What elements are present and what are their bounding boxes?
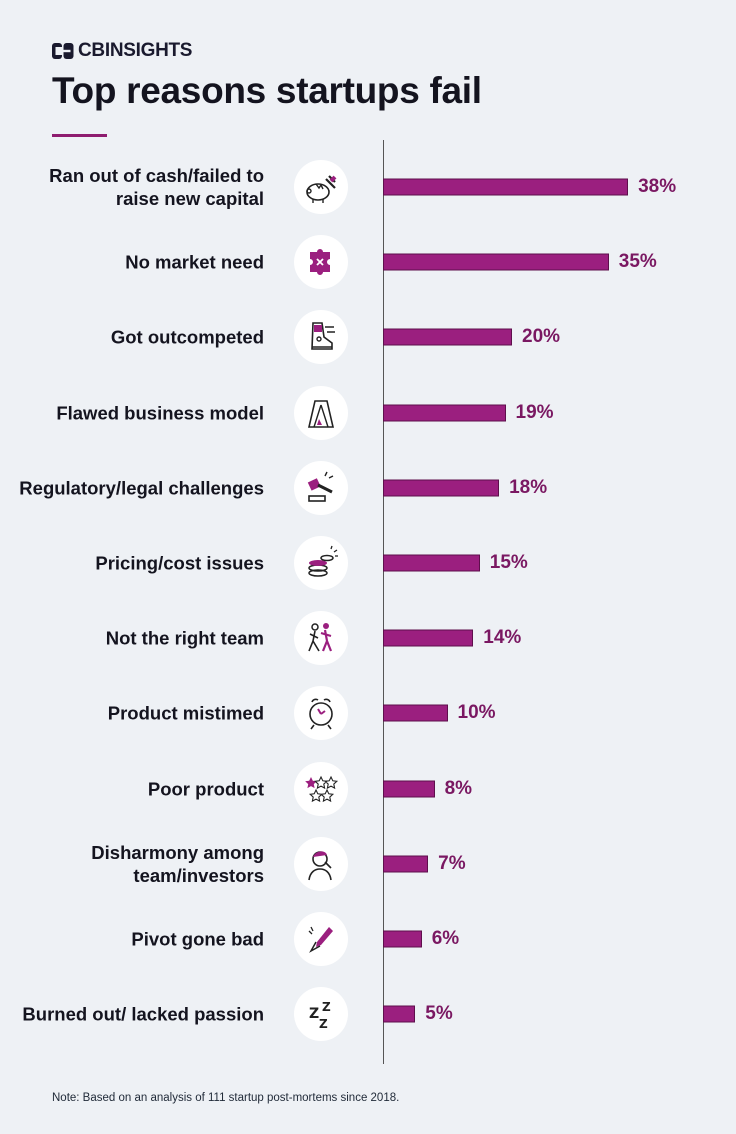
- value-label: 5%: [425, 1003, 453, 1025]
- category-label: No market need: [125, 251, 264, 273]
- svg-text:Z: Z: [319, 1017, 328, 1031]
- category-label: Product mistimed: [107, 702, 264, 724]
- category-label: Regulatory/legal challenges: [19, 477, 264, 499]
- category-label: Got outcompeted: [110, 326, 264, 348]
- value-label: 7%: [438, 852, 466, 874]
- bar: [383, 629, 474, 647]
- category-label: Not the right team: [105, 627, 264, 649]
- bar: [383, 780, 435, 798]
- bar: [383, 930, 422, 948]
- category-label: Ran out of cash/failed to raise new capi…: [49, 165, 264, 209]
- svg-text:Z: Z: [322, 1000, 331, 1014]
- alarm-clock-icon: [294, 686, 348, 741]
- value-label: 8%: [444, 777, 473, 799]
- value-label: 19%: [515, 401, 554, 423]
- bar: [383, 178, 629, 196]
- people-collision-icon: [294, 611, 348, 666]
- star-rating-icon: [294, 761, 348, 816]
- bar: [383, 404, 506, 422]
- category-label: Pricing/cost issues: [95, 552, 264, 574]
- value-label: 35%: [618, 251, 657, 273]
- value-label: 20%: [522, 326, 561, 348]
- value-label: 14%: [483, 627, 522, 649]
- gavel-icon: [294, 460, 348, 515]
- coin-stack-icon: [294, 536, 348, 590]
- svg-text:Z: Z: [309, 1006, 319, 1022]
- brand-logo: CBINSIGHTS: [52, 40, 192, 62]
- bar: [383, 1005, 416, 1023]
- bar: [383, 479, 500, 497]
- value-label: 15%: [489, 552, 528, 573]
- chart-title: Top reasons startups fail: [52, 70, 482, 111]
- value-label: 18%: [509, 476, 548, 498]
- bar: [383, 704, 448, 722]
- running-shoe-icon: [294, 310, 348, 365]
- frustrated-person-icon: [294, 836, 348, 891]
- bar: [383, 328, 512, 346]
- cb-logo-icon: [52, 43, 74, 59]
- bar: [383, 253, 609, 271]
- category-label: Burned out/ lacked passion: [22, 1003, 264, 1025]
- puzzle-piece-icon: [294, 235, 348, 290]
- brand-name: CBINSIGHTS: [78, 40, 193, 61]
- title-underline: [52, 134, 107, 137]
- broken-piggy-bank-icon: [294, 160, 348, 214]
- house-of-cards-icon: [294, 385, 348, 440]
- chart-axis: [383, 140, 384, 1064]
- category-label: Disharmony among team/investors: [91, 841, 264, 886]
- value-label: 10%: [457, 702, 496, 724]
- value-label: 6%: [431, 928, 460, 949]
- footnote: Note: Based on an analysis of 111 startu…: [52, 1092, 400, 1104]
- bar: [383, 855, 429, 873]
- category-label: Poor product: [147, 778, 264, 800]
- category-label: Flawed business model: [56, 402, 264, 424]
- broken-pencil-icon: [294, 912, 348, 966]
- bar: [383, 554, 480, 572]
- category-label: Pivot gone bad: [131, 928, 264, 950]
- value-label: 38%: [638, 176, 677, 197]
